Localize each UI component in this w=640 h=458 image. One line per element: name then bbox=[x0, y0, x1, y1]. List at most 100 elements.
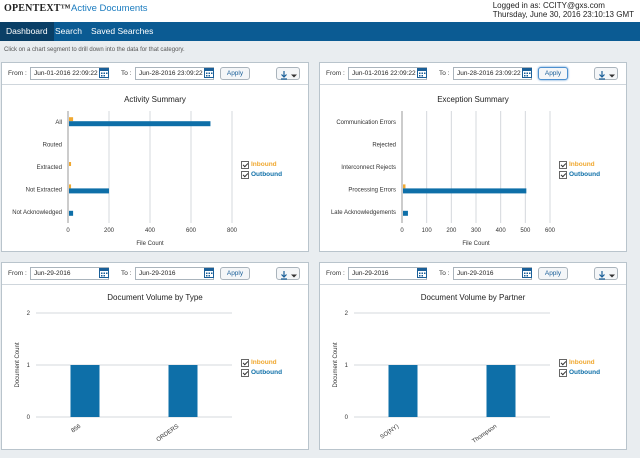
tab-saved-searches[interactable]: Saved Searches bbox=[91, 26, 154, 36]
product-name: Active Documents bbox=[71, 3, 148, 14]
x-tick-label: 500 bbox=[520, 228, 531, 234]
download-button[interactable] bbox=[594, 267, 618, 280]
y-tick-label: Late Acknowledgements bbox=[331, 210, 396, 216]
bar-outbound-not-acknowledged[interactable] bbox=[69, 210, 74, 216]
download-button[interactable] bbox=[276, 67, 300, 80]
y-tick-label: Processing Errors bbox=[348, 187, 396, 193]
bar-inbound-extracted[interactable] bbox=[69, 162, 72, 166]
legend-inbound[interactable]: Inbound bbox=[241, 358, 282, 368]
calendar-icon[interactable] bbox=[417, 267, 427, 278]
download-icon bbox=[599, 271, 615, 280]
outbound-checkbox[interactable] bbox=[241, 171, 249, 179]
bar-outbound-thompson[interactable] bbox=[486, 365, 516, 417]
calendar-icon[interactable] bbox=[204, 67, 214, 78]
y-tick-label: Interconnect Rejects bbox=[341, 165, 396, 171]
to-label: To : bbox=[121, 70, 132, 77]
chart-legend: Inbound Outbound bbox=[559, 160, 600, 180]
inbound-checkbox[interactable] bbox=[559, 359, 567, 367]
calendar-icon[interactable] bbox=[522, 67, 532, 78]
activity-summary-chart: 0 200 400 600 800 All Routed Extracted Not Extra… bbox=[12, 111, 238, 247]
y-tick-label: 1 bbox=[27, 363, 31, 369]
chart-legend: Inbound Outbound bbox=[241, 160, 282, 180]
from-label: From : bbox=[8, 70, 27, 77]
bar-outbound-late-acknowledgements[interactable] bbox=[403, 210, 408, 216]
x-tick-label: 600 bbox=[545, 228, 556, 234]
legend-inbound[interactable]: Inbound bbox=[559, 160, 600, 170]
from-label: From : bbox=[8, 270, 27, 277]
legend-inbound[interactable]: Inbound bbox=[559, 358, 600, 368]
legend-outbound[interactable]: Outbound bbox=[559, 368, 600, 378]
to-label: To : bbox=[439, 70, 450, 77]
apply-button[interactable]: Apply bbox=[538, 267, 568, 280]
x-tick-label: 856 bbox=[71, 423, 83, 434]
bar-outbound-so-ny[interactable] bbox=[388, 365, 418, 417]
filter-bar: From : Jun-01-2016 22:09:22 To : Jun-28-… bbox=[2, 63, 308, 85]
x-tick-label: 200 bbox=[104, 228, 115, 234]
filter-bar: From : Jun-29-2016 To : Jun-29-2016 Appl… bbox=[2, 263, 308, 285]
download-icon bbox=[281, 71, 297, 80]
bar-inbound-processing-errors[interactable] bbox=[403, 184, 406, 189]
x-axis-label: File Count bbox=[462, 241, 490, 247]
calendar-icon[interactable] bbox=[417, 67, 427, 78]
bar-inbound-not-extracted[interactable] bbox=[69, 184, 72, 189]
tab-dashboard[interactable]: Dashboard bbox=[0, 22, 54, 41]
tab-search[interactable]: Search bbox=[55, 26, 82, 36]
outbound-checkbox[interactable] bbox=[559, 171, 567, 179]
from-date-input[interactable]: Jun-01-2016 22:09:22 bbox=[30, 67, 109, 80]
x-tick-label: 0 bbox=[66, 228, 70, 234]
x-tick-label: 300 bbox=[471, 228, 482, 234]
y-tick-label: Not Extracted bbox=[26, 187, 62, 193]
inbound-checkbox[interactable] bbox=[241, 161, 249, 169]
to-label: To : bbox=[121, 270, 132, 277]
x-tick-label: 0 bbox=[400, 228, 404, 234]
from-date-input[interactable]: Jun-29-2016 bbox=[348, 267, 427, 280]
download-icon bbox=[599, 71, 615, 80]
panel-activity-summary: From : Jun-01-2016 22:09:22 To : Jun-28-… bbox=[1, 62, 309, 252]
legend-outbound[interactable]: Outbound bbox=[241, 368, 282, 378]
download-button[interactable] bbox=[594, 67, 618, 80]
apply-button[interactable]: Apply bbox=[538, 67, 568, 80]
legend-inbound[interactable]: Inbound bbox=[241, 160, 282, 170]
current-date: Thursday, June 30, 2016 23:10:13 GMT bbox=[492, 10, 634, 19]
from-label: From : bbox=[326, 270, 345, 277]
outbound-checkbox[interactable] bbox=[559, 369, 567, 377]
bar-outbound-856[interactable] bbox=[70, 365, 100, 417]
calendar-icon[interactable] bbox=[99, 267, 109, 278]
y-axis-label: Document Count bbox=[15, 342, 21, 387]
y-tick-label: Not Acknowledged bbox=[12, 210, 62, 216]
inbound-checkbox[interactable] bbox=[241, 359, 249, 367]
top-header: OPENTEXT™ Active Documents Logged in as:… bbox=[0, 0, 640, 22]
from-label: From : bbox=[326, 70, 345, 77]
filter-bar: From : Jun-01-2016 22:09:22 To : Jun-28-… bbox=[320, 63, 626, 85]
y-tick-label: 1 bbox=[345, 363, 349, 369]
outbound-checkbox[interactable] bbox=[241, 369, 249, 377]
inbound-checkbox[interactable] bbox=[559, 161, 567, 169]
volume-by-partner-chart: 0 1 2 SO(NY) Thompson Document Count bbox=[333, 311, 550, 445]
panel-exception-summary: From : Jun-01-2016 22:09:22 To : Jun-28-… bbox=[319, 62, 627, 252]
bar-inbound-all[interactable] bbox=[69, 117, 74, 122]
apply-button[interactable]: Apply bbox=[220, 267, 250, 280]
calendar-icon[interactable] bbox=[99, 67, 109, 78]
exception-summary-chart: 0 100 200 300 400 500 600 Communication Errors R… bbox=[331, 111, 556, 247]
bar-outbound-orders[interactable] bbox=[168, 365, 198, 417]
calendar-icon[interactable] bbox=[522, 267, 532, 278]
legend-outbound[interactable]: Outbound bbox=[559, 170, 600, 180]
volume-by-type-chart: 0 1 2 856 ORDERS Document Count bbox=[15, 311, 232, 444]
user-info: Logged in as: CCITY@gxs.com Thursday, Ju… bbox=[493, 1, 634, 19]
calendar-icon[interactable] bbox=[204, 267, 214, 278]
panel-volume-by-partner: From : Jun-29-2016 To : Jun-29-2016 Appl… bbox=[319, 262, 627, 450]
x-tick-label: ORDERS bbox=[156, 424, 180, 444]
download-button[interactable] bbox=[276, 267, 300, 280]
chart-title: Activity Summary bbox=[124, 95, 186, 104]
bar-outbound-processing-errors[interactable] bbox=[403, 188, 527, 194]
legend-outbound[interactable]: Outbound bbox=[241, 170, 282, 180]
bar-outbound-all[interactable] bbox=[69, 121, 211, 127]
apply-button[interactable]: Apply bbox=[220, 67, 250, 80]
chart-title: Exception Summary bbox=[437, 95, 509, 104]
chart-legend: Inbound Outbound bbox=[241, 358, 282, 378]
user-login: Logged in as: CCITY@gxs.com bbox=[492, 1, 605, 10]
x-tick-label: 400 bbox=[496, 228, 507, 234]
chart-title: Document Volume by Partner bbox=[420, 293, 526, 302]
x-tick-label: SO(NY) bbox=[380, 424, 401, 441]
bar-outbound-not-extracted[interactable] bbox=[69, 188, 109, 194]
